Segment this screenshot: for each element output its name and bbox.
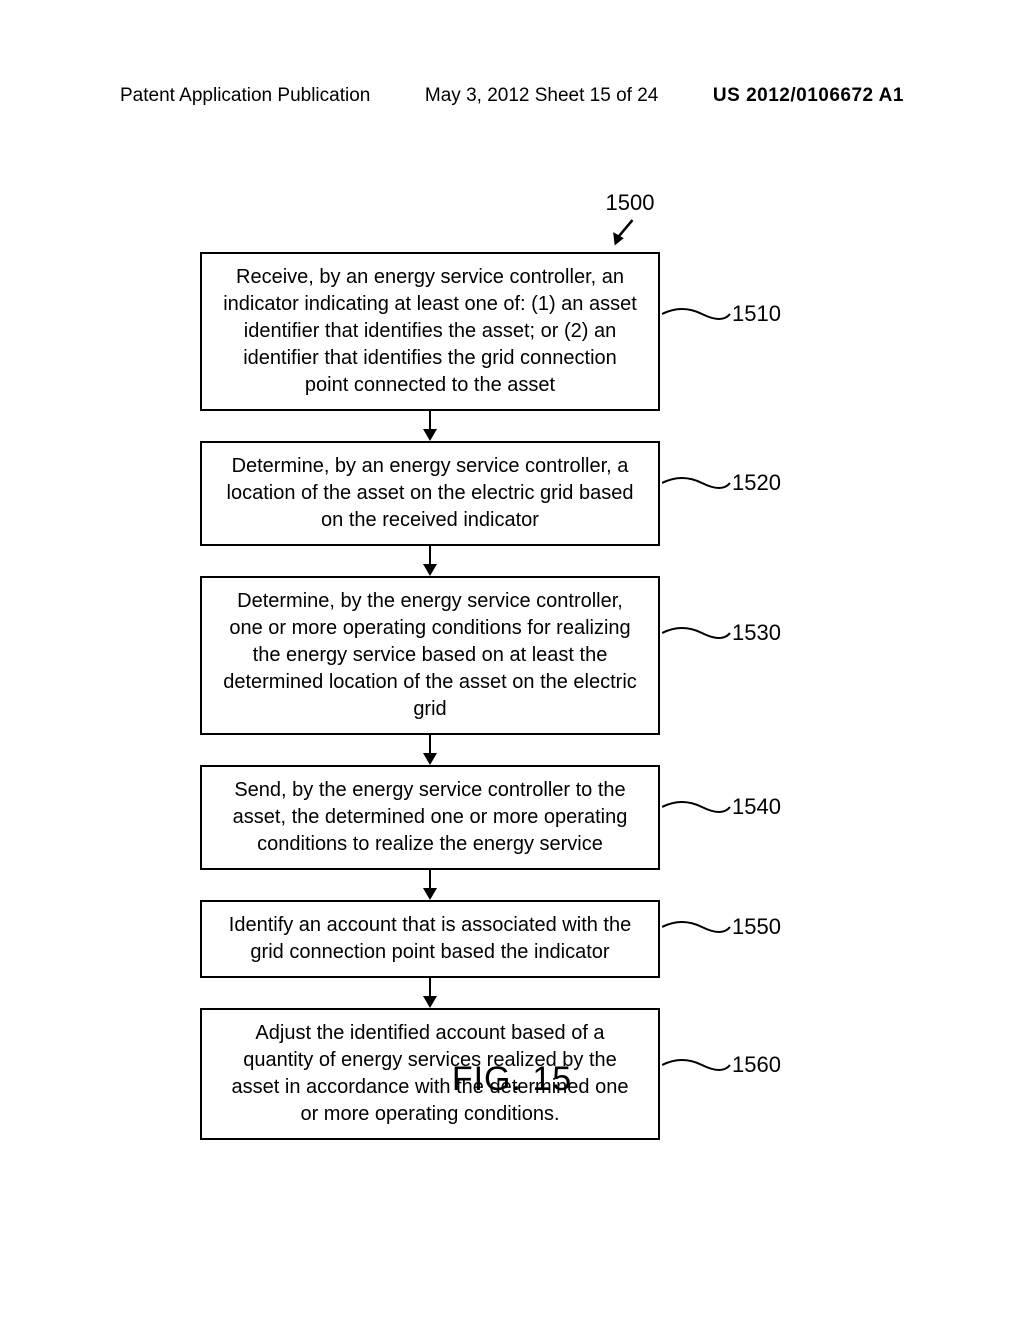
ref-connector [662,304,732,324]
ref-label-1520: 1520 [732,468,781,498]
header-right: US 2012/0106672 A1 [713,85,904,107]
flow-arrow [200,870,660,900]
header-center: May 3, 2012 Sheet 15 of 24 [425,85,658,107]
flow-box-text: Determine, by an energy service controll… [227,455,634,531]
flow-box-1520: Determine, by an energy service controll… [200,441,660,546]
flow-box-text: Identify an account that is associated w… [229,914,631,963]
header-left: Patent Application Publication [120,85,370,107]
flow-box-1530: Determine, by the energy service control… [200,576,660,735]
page-header: Patent Application Publication May 3, 20… [0,85,1024,107]
flow-arrow [200,735,660,765]
ref-label-1510: 1510 [732,299,781,329]
ref-label-1540: 1540 [732,792,781,822]
ref-label-1530: 1530 [732,618,781,648]
flow-box-1540: Send, by the energy service controller t… [200,765,660,870]
ref-connector [662,473,732,493]
ref-connector [662,623,732,643]
flow-arrow [200,546,660,576]
flow-box-text: Determine, by the energy service control… [223,590,637,720]
flow-box-text: Receive, by an energy service controller… [223,266,637,396]
flow-box-1510: Receive, by an energy service controller… [200,252,660,411]
flow-arrow [200,978,660,1008]
flow-box-text: Send, by the energy service controller t… [233,779,628,855]
figure-number: 1500 [590,190,670,216]
ref-connector [662,797,732,817]
flowchart: Receive, by an energy service controller… [200,252,820,1140]
flow-box-1550: Identify an account that is associated w… [200,900,660,978]
figure-number-group: 1500 [590,190,670,253]
figure-caption: FIG. 15 [0,1060,1024,1099]
flow-arrow [200,411,660,441]
ref-connector [662,917,732,937]
figure-pointer-arrow [604,212,645,257]
ref-label-1550: 1550 [732,912,781,942]
